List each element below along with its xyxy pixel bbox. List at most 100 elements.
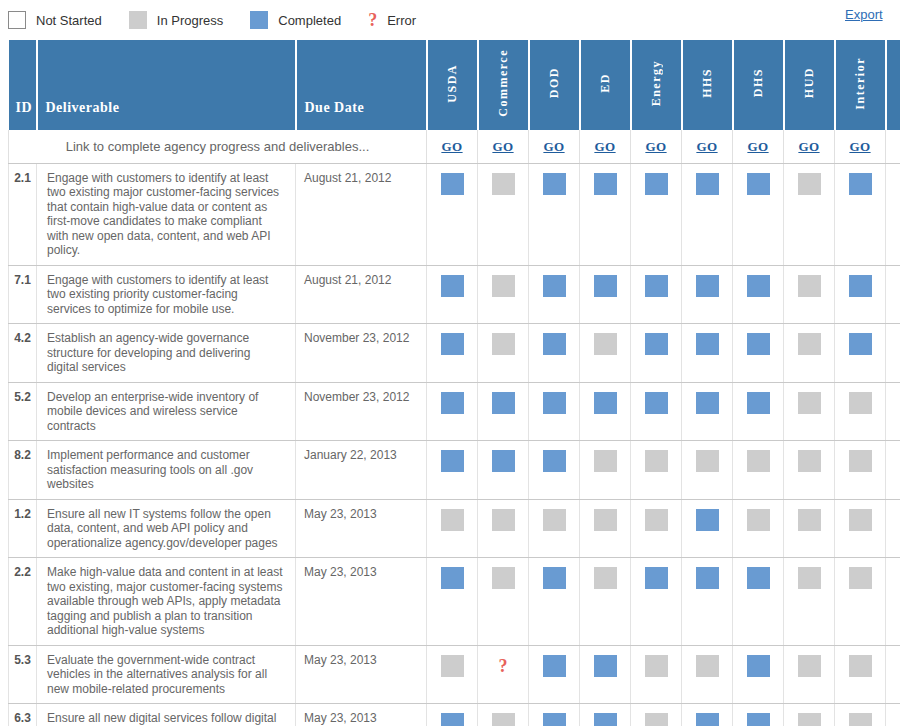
agency-column-label: HHS [700, 68, 714, 98]
status-cell-hhs-in-progress [682, 441, 733, 500]
completed-status-box-icon [849, 333, 872, 355]
completed-status-box-icon [594, 713, 617, 726]
go-link-dhs[interactable]: GO [747, 139, 768, 154]
in-progress-status-box-icon [798, 655, 821, 677]
agency-column-label: Commerce [496, 49, 510, 117]
table-header-row: ID Deliverable Due Date USDACommerceDODE… [9, 40, 900, 130]
link-note-text: Link to complete agency progress and del… [66, 139, 370, 154]
status-cell-partial [886, 265, 900, 324]
progress-table-container: ID Deliverable Due Date USDACommerceDODE… [8, 40, 900, 726]
in-progress-status-box-icon [849, 392, 872, 414]
status-cell-ed-completed [580, 645, 631, 704]
deliverable-row-4.2: 4.2Establish an agency-wide governance s… [9, 324, 900, 383]
go-link-interior[interactable]: GO [849, 139, 870, 154]
completed-status-box-icon [543, 655, 566, 677]
status-cell-interior-in-progress [835, 558, 886, 646]
deliverable-id: 5.3 [9, 645, 37, 704]
status-cell-hud-in-progress [784, 382, 835, 441]
status-cell-interior-in-progress [835, 382, 886, 441]
status-cell-hud-in-progress [784, 558, 835, 646]
go-link-commerce[interactable]: GO [492, 139, 513, 154]
due-date: May 23, 2013 [296, 704, 427, 726]
in-progress-status-box-icon [492, 509, 515, 531]
completed-status-box-icon [849, 275, 872, 297]
deliverable-text: Evaluate the government-wide contract ve… [37, 645, 296, 704]
completed-status-box-icon [747, 333, 770, 355]
completed-status-box-icon [441, 713, 464, 726]
status-cell-energy-in-progress [631, 499, 682, 558]
page: { "colors": { "header_blue": "#3e79ab", … [0, 0, 900, 726]
status-cell-ed-in-progress [580, 558, 631, 646]
completed-status-box-icon [645, 392, 668, 414]
completed-status-box-icon [594, 392, 617, 414]
deliverable-id: 2.2 [9, 558, 37, 646]
column-header-id: ID [9, 40, 37, 130]
go-cell-energy: GO [631, 130, 682, 163]
status-cell-ed-completed [580, 163, 631, 265]
in-progress-status-box-icon [798, 713, 821, 726]
status-cell-commerce-in-progress [478, 324, 529, 383]
deliverable-id: 6.3 [9, 704, 37, 726]
go-link-energy[interactable]: GO [645, 139, 666, 154]
go-cell-interior: GO [835, 130, 886, 163]
status-cell-dhs-completed [733, 558, 784, 646]
deliverable-id: 5.2 [9, 382, 37, 441]
status-cell-dhs-completed [733, 265, 784, 324]
in-progress-status-box-icon [798, 333, 821, 355]
in-progress-status-box-icon [594, 567, 617, 589]
status-cell-hhs-completed [682, 499, 733, 558]
status-cell-usda-in-progress [427, 645, 478, 704]
status-cell-partial [886, 499, 900, 558]
status-cell-hud-in-progress [784, 441, 835, 500]
go-link-dod[interactable]: GO [543, 139, 564, 154]
legend-item-error: ? Error [368, 11, 416, 29]
in-progress-status-box-icon [798, 450, 821, 472]
status-cell-energy-in-progress [631, 645, 682, 704]
in-progress-status-box-icon [849, 567, 872, 589]
in-progress-status-box-icon [798, 392, 821, 414]
agency-column-header-hud: HUD [784, 40, 835, 130]
completed-status-box-icon [696, 713, 719, 726]
status-cell-usda-completed [427, 558, 478, 646]
status-cell-hud-in-progress [784, 499, 835, 558]
status-cell-energy-completed [631, 382, 682, 441]
completed-status-box-icon [492, 392, 515, 414]
completed-status-box-icon [645, 173, 668, 195]
agency-column-label: ED [598, 73, 612, 93]
completed-status-box-icon [696, 275, 719, 297]
deliverable-row-8.2: 8.2Implement performance and customer sa… [9, 441, 900, 500]
go-cell-commerce: GO [478, 130, 529, 163]
status-cell-energy-completed [631, 265, 682, 324]
status-cell-hud-in-progress [784, 324, 835, 383]
status-cell-interior-completed [835, 324, 886, 383]
agency-column-header-dhs: DHS [733, 40, 784, 130]
go-link-hud[interactable]: GO [798, 139, 819, 154]
go-cell-dhs: GO [733, 130, 784, 163]
go-cell-hhs: GO [682, 130, 733, 163]
status-cell-dod-completed [529, 382, 580, 441]
completed-status-box-icon [594, 173, 617, 195]
go-link-ed[interactable]: GO [594, 139, 615, 154]
export-link[interactable]: Export [845, 7, 883, 22]
go-link-hhs[interactable]: GO [696, 139, 717, 154]
in-progress-status-box-icon [645, 713, 668, 726]
status-cell-commerce-in-progress [478, 499, 529, 558]
status-cell-partial [886, 558, 900, 646]
agency-column-label: Interior [853, 57, 867, 110]
in-progress-status-box-icon [798, 509, 821, 531]
status-cell-commerce-in-progress [478, 163, 529, 265]
deliverable-text: Establish an agency-wide governance stru… [37, 324, 296, 383]
go-link-usda[interactable]: GO [441, 139, 462, 154]
in-progress-status-box-icon [747, 450, 770, 472]
agency-progress-table: ID Deliverable Due Date USDACommerceDODE… [8, 40, 900, 726]
in-progress-status-box-icon [798, 275, 821, 297]
due-date: May 23, 2013 [296, 558, 427, 646]
in-progress-status-box-icon [849, 655, 872, 677]
due-date: November 23, 2012 [296, 324, 427, 383]
in-progress-status-box-icon [645, 655, 668, 677]
status-cell-hhs-completed [682, 324, 733, 383]
completed-status-box-icon [696, 392, 719, 414]
status-cell-usda-completed [427, 265, 478, 324]
deliverable-row-7.1: 7.1Engage with customers to identify at … [9, 265, 900, 324]
status-cell-ed-completed [580, 382, 631, 441]
